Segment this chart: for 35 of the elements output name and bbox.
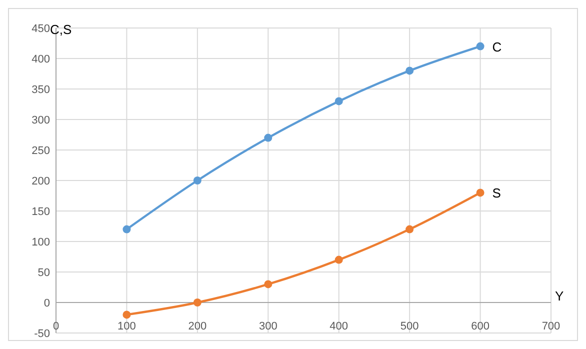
point — [122, 225, 131, 234]
y-tick-label: 200 — [32, 176, 50, 188]
x-tick-label: 0 — [52, 320, 60, 332]
y-tick-label: 250 — [32, 145, 50, 157]
x-tick-label: 200 — [188, 320, 207, 332]
series-label: S — [492, 186, 502, 201]
x-tick-label: 600 — [471, 320, 490, 332]
point — [334, 97, 343, 106]
y-axis-title: C,S — [50, 22, 72, 37]
point — [264, 134, 272, 142]
y-tick-label: 350 — [32, 84, 50, 96]
series-label: C — [492, 39, 502, 54]
point — [193, 298, 202, 306]
y-tick-label: -50 — [34, 328, 50, 340]
y-tick-label: 450 — [32, 23, 50, 35]
point — [406, 225, 414, 234]
x-tick-label: 500 — [400, 320, 419, 332]
y-tick-label: 50 — [38, 267, 50, 279]
y-tick-label: 150 — [32, 206, 50, 218]
y-tick-label: 400 — [32, 54, 50, 66]
x-tick-label: 700 — [542, 320, 560, 332]
point — [476, 42, 484, 50]
point — [122, 310, 131, 319]
point — [406, 66, 414, 75]
y-tick-label: 300 — [32, 114, 50, 126]
x-tick-label: 100 — [118, 320, 136, 332]
x-tick-label: 300 — [258, 320, 278, 332]
point — [193, 176, 202, 184]
point — [264, 280, 272, 288]
point — [476, 188, 484, 197]
y-tick-label: 100 — [32, 236, 50, 248]
x-tick-label: 400 — [330, 320, 348, 332]
point — [334, 256, 343, 264]
x-axis-title: Y — [555, 288, 564, 304]
y-tick-label: 0 — [44, 298, 50, 310]
